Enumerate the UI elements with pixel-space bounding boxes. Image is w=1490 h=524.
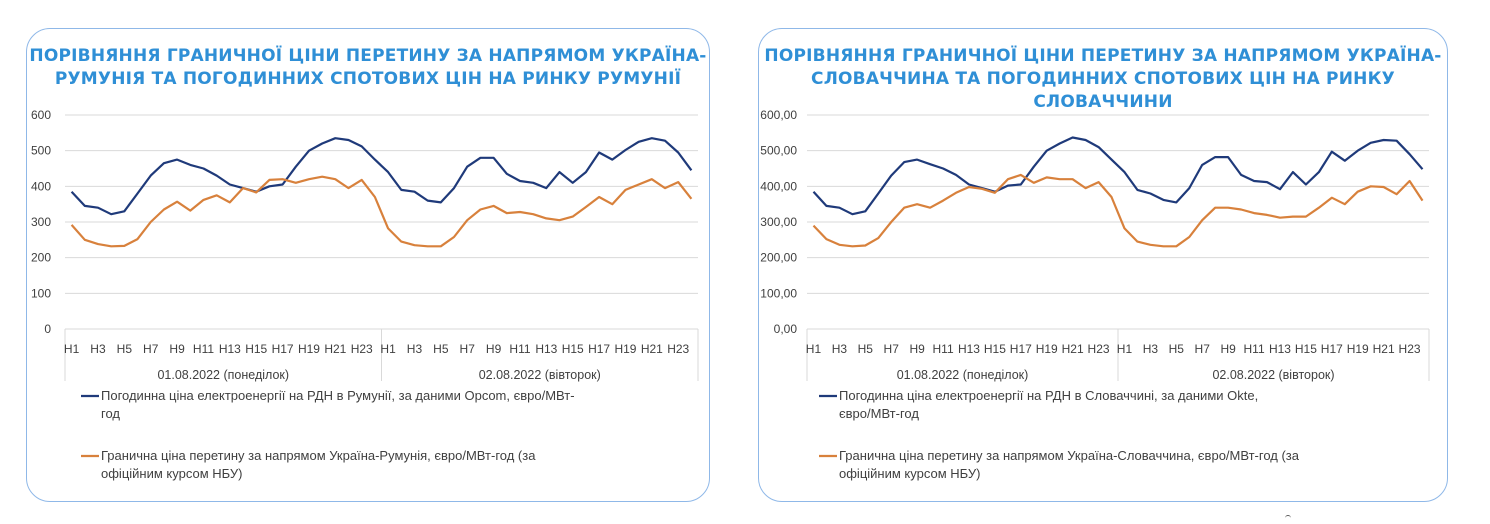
- x-tick-label: H1: [806, 342, 822, 356]
- x-group-label: 02.08.2022 (вівторок): [1212, 368, 1334, 382]
- legend-entry-text: Погодинна ціна електроенергії на РДН в Р…: [101, 388, 575, 403]
- x-tick-label: H21: [641, 342, 663, 356]
- x-tick-label: H17: [1321, 342, 1343, 356]
- x-tick-label: H21: [324, 342, 346, 356]
- x-tick-label: H19: [1347, 342, 1369, 356]
- x-tick-label: H1: [380, 342, 396, 356]
- x-tick-label: H5: [1169, 342, 1185, 356]
- y-tick-label: 100: [31, 286, 51, 300]
- x-tick-label: H11: [1244, 342, 1265, 356]
- y-tick-label: 200,00: [760, 251, 797, 265]
- chart-panel-romania: ПОРІВНЯННЯ ГРАНИЧНОЇ ЦІНИ ПЕРЕТИНУ ЗА НА…: [26, 28, 710, 502]
- y-tick-label: 500,00: [760, 144, 797, 158]
- x-tick-label: H5: [433, 342, 449, 356]
- x-tick-label: H1: [1117, 342, 1133, 356]
- legend-entry-text: Гранична ціна перетину за напрямом Украї…: [101, 448, 536, 463]
- x-tick-label: H5: [117, 342, 133, 356]
- series-line-2: [70, 175, 693, 248]
- x-tick-label: H13: [958, 342, 980, 356]
- x-group-label: 01.08.2022 (понеділок): [897, 368, 1029, 382]
- x-tick-label: H19: [614, 342, 636, 356]
- x-tick-label: H11: [933, 342, 954, 356]
- x-tick-label: H7: [460, 342, 476, 356]
- x-group-label: 01.08.2022 (понеділок): [157, 368, 289, 382]
- x-tick-label: H11: [509, 342, 530, 356]
- y-tick-label: 100,00: [760, 286, 797, 300]
- x-tick-label: H23: [1088, 342, 1110, 356]
- x-tick-label: H3: [832, 342, 848, 356]
- legend-entry-text: Гранична ціна перетину за напрямом Украї…: [839, 448, 1300, 463]
- line-chart-romania: 0 100 200 300 400 500 600 H1 H3 H5 H7 H9 H11 H13 H15 H1…: [31, 108, 699, 481]
- x-tick-label: H19: [1036, 342, 1058, 356]
- x-tick-label: H13: [219, 342, 241, 356]
- x-tick-label: H15: [1295, 342, 1317, 356]
- x-group-label: 02.08.2022 (вівторок): [479, 368, 601, 382]
- x-tick-label: H23: [1399, 342, 1421, 356]
- y-tick-label: 0,00: [774, 322, 798, 336]
- x-tick-label: H1: [64, 342, 80, 356]
- y-tick-label: 400: [31, 179, 51, 193]
- x-tick-label: H7: [1195, 342, 1211, 356]
- x-tick-label: H9: [1220, 342, 1236, 356]
- chart-title-line-2: СЛОВАЧЧИНА ТА ПОГОДИННИХ СПОТОВИХ ЦІН НА…: [811, 69, 1395, 112]
- x-tick-label: H7: [884, 342, 900, 356]
- page-corner-mark: [1285, 515, 1291, 520]
- x-tick-label: H13: [535, 342, 557, 356]
- y-tick-label: 500: [31, 144, 51, 158]
- x-tick-label: H21: [1062, 342, 1084, 356]
- x-tick-label: H11: [193, 342, 214, 356]
- y-tick-label: 600,00: [760, 108, 797, 122]
- y-tick-label: 400,00: [760, 179, 797, 193]
- x-tick-label: H19: [298, 342, 320, 356]
- line-chart-slovakia: 0,00 100,00 200,00 300,00 400,00 500,00 600,00…: [760, 108, 1430, 481]
- x-tick-label: H3: [407, 342, 423, 356]
- x-tick-label: H7: [143, 342, 159, 356]
- chart-title-line-2: РУМУНІЯ ТА ПОГОДИННИХ СПОТОВИХ ЦІН НА РИ…: [54, 69, 682, 89]
- series-line-2: [812, 173, 1424, 248]
- x-tick-label: H3: [1143, 342, 1159, 356]
- x-tick-label: H17: [588, 342, 610, 356]
- y-tick-label: 300,00: [760, 215, 797, 229]
- chart-panel-slovakia: ПОРІВНЯННЯ ГРАНИЧНОЇ ЦІНИ ПЕРЕТИНУ ЗА НА…: [758, 28, 1448, 502]
- legend-entry-text: євро/МВт-год: [839, 406, 919, 421]
- legend-entry-text: офіційним курсом НБУ): [839, 466, 980, 481]
- x-tick-label: H13: [1269, 342, 1291, 356]
- x-tick-label: H21: [1373, 342, 1395, 356]
- x-tick-label: H17: [1010, 342, 1032, 356]
- x-tick-label: H3: [90, 342, 106, 356]
- x-tick-label: H23: [667, 342, 689, 356]
- x-tick-label: H15: [984, 342, 1006, 356]
- y-tick-label: 300: [31, 215, 51, 229]
- legend-entry-text: год: [101, 406, 120, 421]
- legend-entry-text: офіційним курсом НБУ): [101, 466, 242, 481]
- x-tick-label: H9: [486, 342, 502, 356]
- x-tick-label: H9: [909, 342, 925, 356]
- chart-title: ПОРІВНЯННЯ ГРАНИЧНОЇ ЦІНИ ПЕРЕТИНУ ЗА НА…: [27, 45, 709, 91]
- x-tick-label: H15: [562, 342, 584, 356]
- x-tick-label: H9: [169, 342, 185, 356]
- chart-title-line-1: ПОРІВНЯННЯ ГРАНИЧНОЇ ЦІНИ ПЕРЕТИНУ ЗА НА…: [764, 46, 1442, 66]
- y-tick-label: 600: [31, 108, 51, 122]
- x-tick-label: H17: [272, 342, 294, 356]
- series-line-1: [812, 136, 1424, 216]
- y-tick-label: 0: [44, 322, 51, 336]
- y-tick-label: 200: [31, 251, 51, 265]
- x-tick-label: H23: [351, 342, 373, 356]
- series-line-1: [70, 137, 693, 216]
- x-tick-label: H15: [245, 342, 267, 356]
- chart-title-line-1: ПОРІВНЯННЯ ГРАНИЧНОЇ ЦІНИ ПЕРЕТИНУ ЗА НА…: [29, 46, 707, 66]
- x-tick-label: H5: [858, 342, 874, 356]
- legend-entry-text: Погодинна ціна електроенергії на РДН в С…: [839, 388, 1258, 403]
- chart-title: ПОРІВНЯННЯ ГРАНИЧНОЇ ЦІНИ ПЕРЕТИНУ ЗА НА…: [759, 45, 1447, 114]
